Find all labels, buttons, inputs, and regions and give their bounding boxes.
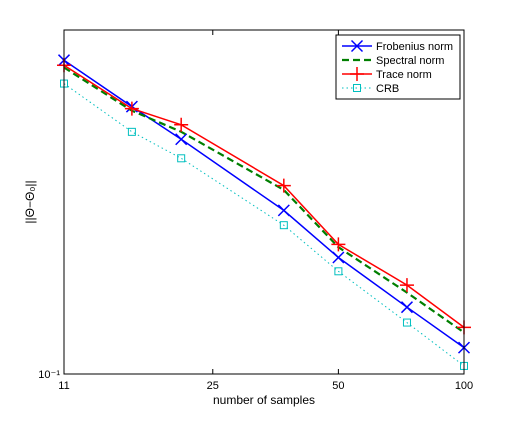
frobenius-norm-point-2 xyxy=(175,133,188,146)
legend-frobenius-norm-point-marker xyxy=(350,39,364,53)
tick-layer: 11 25 50 100 10⁻¹ xyxy=(38,30,473,392)
legend-label-trace-norm: Trace norm xyxy=(376,69,432,81)
x-axis-label: number of samples xyxy=(213,393,315,407)
x-tick-label: 50 xyxy=(332,380,344,392)
x-tick-label: 11 xyxy=(58,380,69,392)
legend-crb-point-marker xyxy=(353,84,361,92)
legend-trace-norm-point-marker xyxy=(350,67,364,81)
plot-frame xyxy=(63,29,465,375)
legend-label-spectral-norm: Spectral norm xyxy=(376,55,444,67)
frobenius-norm-point-3 xyxy=(277,204,290,217)
crb-line xyxy=(63,83,465,367)
trace-norm-point-3 xyxy=(276,178,291,193)
series-layer xyxy=(57,54,471,370)
trace-norm-point-1 xyxy=(124,101,139,116)
crb-point-3 xyxy=(279,221,288,230)
trace-norm-point-4 xyxy=(331,237,346,252)
legend: Frobenius norm Spectral norm Trace norm CRB xyxy=(335,34,461,100)
legend-label-crb: CRB xyxy=(376,83,399,95)
crb-point-5 xyxy=(402,318,411,327)
y-tick-label: 10⁻¹ xyxy=(38,369,60,381)
x-tick-label: 100 xyxy=(455,380,473,392)
legend-label-frobenius-norm: Frobenius norm xyxy=(376,41,453,53)
crb-point-4 xyxy=(334,267,343,276)
crb-point-1 xyxy=(127,127,136,136)
crb-series xyxy=(60,79,468,370)
crb-point-2 xyxy=(177,154,186,163)
frobenius-norm-point-4 xyxy=(332,251,345,264)
x-tick-label: 25 xyxy=(207,380,219,392)
trace-norm-point-5 xyxy=(399,278,414,293)
trace-norm-series xyxy=(57,58,471,335)
trace-norm-point-2 xyxy=(174,117,189,132)
frobenius-norm-point-5 xyxy=(400,301,413,314)
y-axis-label: ||Θ−Θ₀|| xyxy=(23,180,37,223)
